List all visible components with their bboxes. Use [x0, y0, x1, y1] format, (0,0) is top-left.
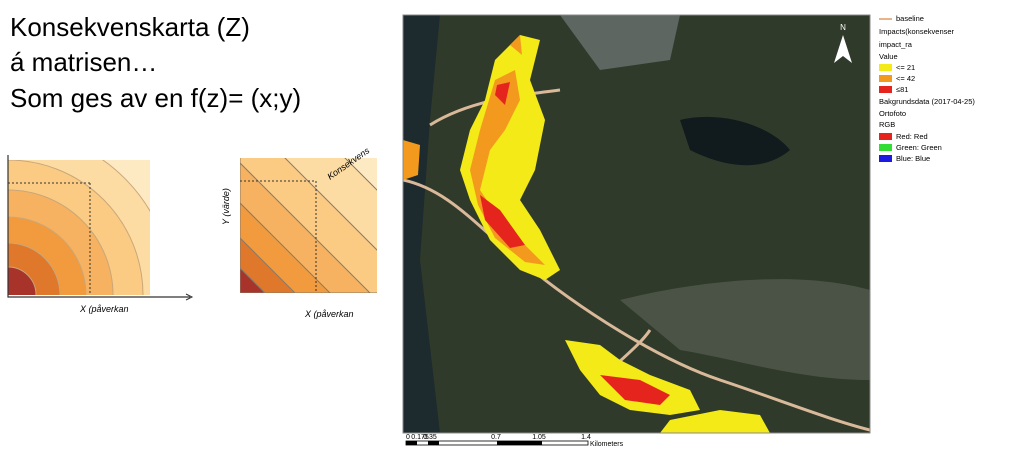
diagram-2 [240, 158, 377, 293]
legend-label: Impacts(konsekvenser [879, 27, 955, 36]
scale-label: 0.7 [491, 434, 501, 441]
legend-label: ≤81 [896, 85, 908, 94]
legend-label: Value [879, 52, 898, 61]
title-line: Konsekvenskarta (Z) [10, 12, 250, 42]
legend-label: Green: Green [896, 143, 942, 152]
scale-label: 0.35 [423, 434, 437, 441]
axis-label: X (påverkan [79, 304, 129, 314]
legend-label: Bakgrundsdata (2017-04-25) [879, 97, 975, 106]
legend [879, 18, 892, 162]
legend-label: <= 42 [896, 74, 915, 83]
legend-label: impact_ra [879, 40, 913, 49]
title-line: á matrisen… [10, 47, 157, 77]
axis-label: X (påverkan [304, 309, 354, 319]
axis-label: Y (värde) [221, 188, 231, 225]
scale-label: 0.175 [411, 434, 429, 441]
scale-label: 1.05 [532, 434, 546, 441]
legend-label: Ortofoto [879, 109, 906, 118]
arrow [185, 293, 194, 301]
scale-bar [405, 440, 589, 446]
legend-label: Blue: Blue [896, 154, 930, 163]
north-label: N [840, 23, 846, 32]
diagram-1 [8, 160, 150, 295]
legend-label: baseline [896, 14, 924, 23]
scale-unit: Kilometers [590, 441, 624, 448]
map-frame [402, 14, 871, 434]
legend-label: <= 21 [896, 63, 915, 72]
map: N [403, 15, 870, 433]
scale-label: 1.4 [581, 434, 591, 441]
legend-label: Red: Red [896, 132, 928, 141]
scale-label: 0 [406, 434, 410, 441]
legend-label: RGB [879, 120, 895, 129]
axes [7, 155, 190, 298]
title-line: Som ges av en f(z)= (x;y) [10, 83, 301, 113]
